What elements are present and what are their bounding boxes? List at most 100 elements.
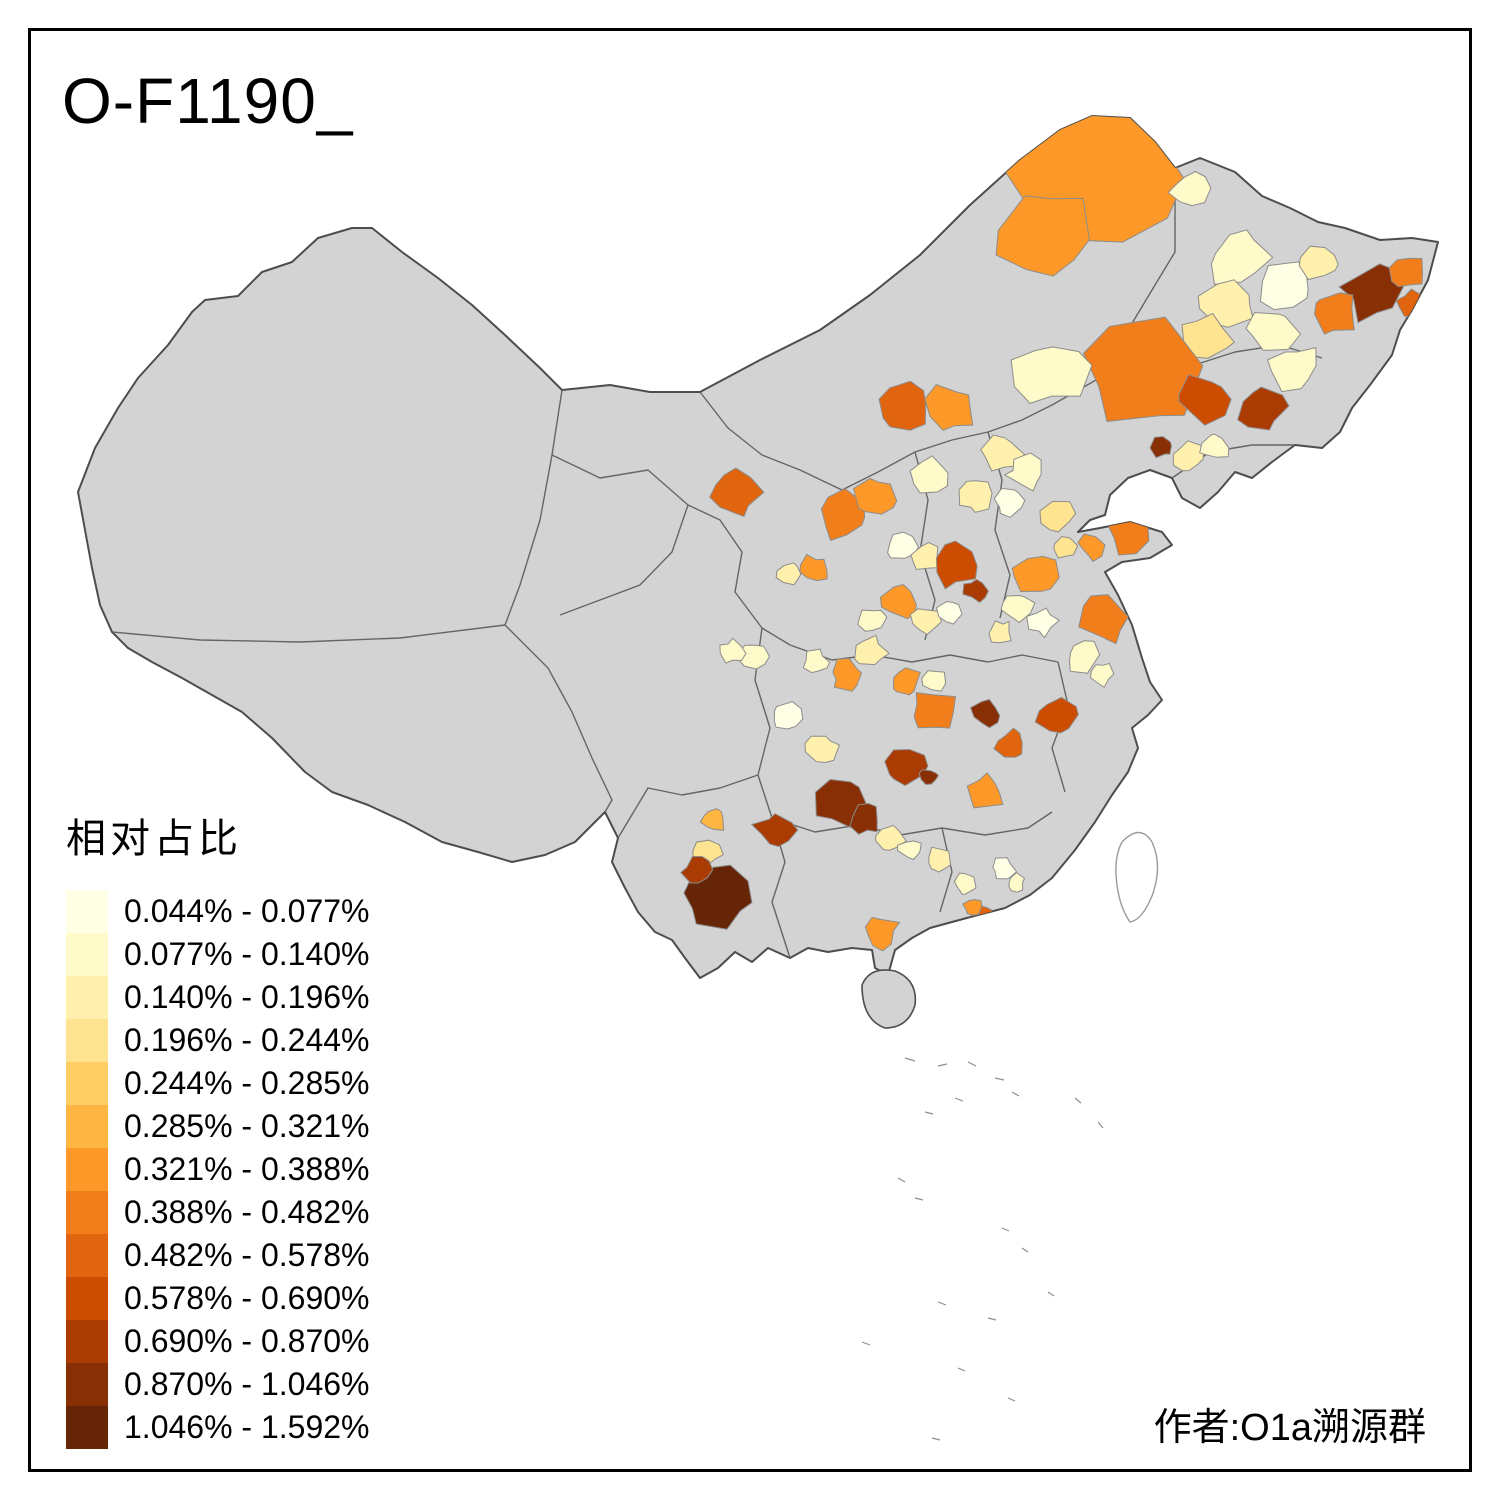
map-region [820, 488, 866, 542]
map-region [1172, 440, 1205, 472]
map-region [928, 846, 952, 873]
legend-swatch [66, 1191, 108, 1234]
map-region [992, 857, 1018, 880]
map-region [709, 467, 765, 518]
map-region [832, 657, 863, 692]
map-region [961, 899, 983, 916]
legend-item: 0.140% - 0.196% [66, 976, 370, 1019]
map-region [887, 531, 919, 559]
legend-swatch [66, 1234, 108, 1277]
map-region [1167, 170, 1212, 207]
legend-swatch [66, 1363, 108, 1406]
map-region [884, 748, 929, 787]
map-region [1181, 312, 1236, 359]
map-region [1199, 433, 1230, 458]
legend-item: 0.321% - 0.388% [66, 1148, 370, 1191]
map-region [1178, 374, 1232, 426]
map-region [750, 813, 799, 848]
plot-frame [28, 28, 1472, 1472]
legend-swatch [66, 1019, 108, 1062]
map-region [966, 772, 1004, 809]
map-region [995, 195, 1090, 277]
map-region [962, 578, 989, 604]
map-region [935, 540, 978, 590]
map-region [1011, 555, 1060, 593]
legend-swatch [66, 890, 108, 933]
south-china-sea-islets [861, 1057, 1104, 1441]
map-region [1082, 316, 1204, 422]
taiwan-island [1115, 831, 1159, 923]
legend-label: 0.578% - 0.690% [124, 1280, 370, 1316]
legend-label: 0.321% - 0.388% [124, 1151, 370, 1187]
legend-label: 0.044% - 0.077% [124, 893, 370, 929]
map-region [909, 608, 942, 636]
map-region [1010, 346, 1093, 404]
map-region [1026, 607, 1061, 639]
map-region [1068, 640, 1101, 674]
legend-label: 0.482% - 0.578% [124, 1237, 370, 1273]
map-region [1149, 436, 1172, 459]
legend-label: 0.244% - 0.285% [124, 1065, 370, 1101]
legend-item: 0.044% - 0.077% [66, 890, 370, 933]
map-region [921, 670, 947, 692]
legend-item: 1.046% - 1.592% [66, 1406, 370, 1449]
map-region [773, 701, 804, 730]
map-region [799, 553, 828, 582]
map-region [1003, 452, 1042, 492]
map-region [1298, 245, 1339, 281]
map-region [875, 824, 907, 851]
map-region [897, 840, 922, 861]
map-region [909, 455, 949, 494]
legend-item: 0.578% - 0.690% [66, 1277, 370, 1320]
legend-label: 0.388% - 0.482% [124, 1194, 370, 1230]
map-region [878, 380, 927, 431]
legend-item: 0.482% - 0.578% [66, 1234, 370, 1277]
map-region [924, 384, 974, 431]
map-region [1237, 386, 1290, 431]
legend-label: 0.077% - 0.140% [124, 936, 370, 972]
legend-swatch [66, 1406, 108, 1449]
map-region [969, 698, 1001, 729]
legend-swatch [66, 1277, 108, 1320]
legend-swatch [66, 1062, 108, 1105]
map-region [892, 667, 921, 696]
map-region [1089, 662, 1115, 689]
map-region [802, 648, 831, 674]
map-region [1210, 229, 1274, 285]
map-region [719, 637, 747, 664]
map-region [852, 478, 898, 515]
map-region [854, 634, 890, 666]
map-region [1245, 311, 1302, 351]
map-region [993, 487, 1026, 518]
map-region [1000, 594, 1036, 624]
legend-label: 0.285% - 0.321% [124, 1108, 370, 1144]
map-region [1388, 257, 1424, 288]
map-region [1008, 871, 1026, 893]
map-region [1077, 533, 1106, 562]
legend-item: 0.870% - 1.046% [66, 1363, 370, 1406]
legend-item: 0.388% - 0.482% [66, 1191, 370, 1234]
map-region [953, 872, 977, 895]
map-region [1266, 346, 1317, 393]
legend-title: 相对占比 [66, 817, 242, 861]
legend-swatch [66, 1148, 108, 1191]
legend-item: 0.077% - 0.140% [66, 933, 370, 976]
map-region [699, 808, 725, 831]
map-region [1053, 536, 1079, 559]
legend-swatch [66, 1105, 108, 1148]
legend-item: 0.285% - 0.321% [66, 1105, 370, 1148]
colored-prefectures [680, 116, 1430, 952]
attribution: 作者:O1a溯源群 [1153, 1407, 1426, 1449]
legend-swatch [66, 976, 108, 1019]
legend-label: 0.690% - 0.870% [124, 1323, 370, 1359]
plot-title: O-F1190_ [62, 65, 354, 137]
hainan-island [861, 969, 917, 1029]
legend-item: 0.690% - 0.870% [66, 1320, 370, 1363]
legend-swatch [66, 933, 108, 976]
legend-label: 0.140% - 0.196% [124, 979, 370, 1015]
map-region [936, 601, 963, 625]
map-region [775, 562, 802, 586]
map-region [993, 727, 1023, 758]
